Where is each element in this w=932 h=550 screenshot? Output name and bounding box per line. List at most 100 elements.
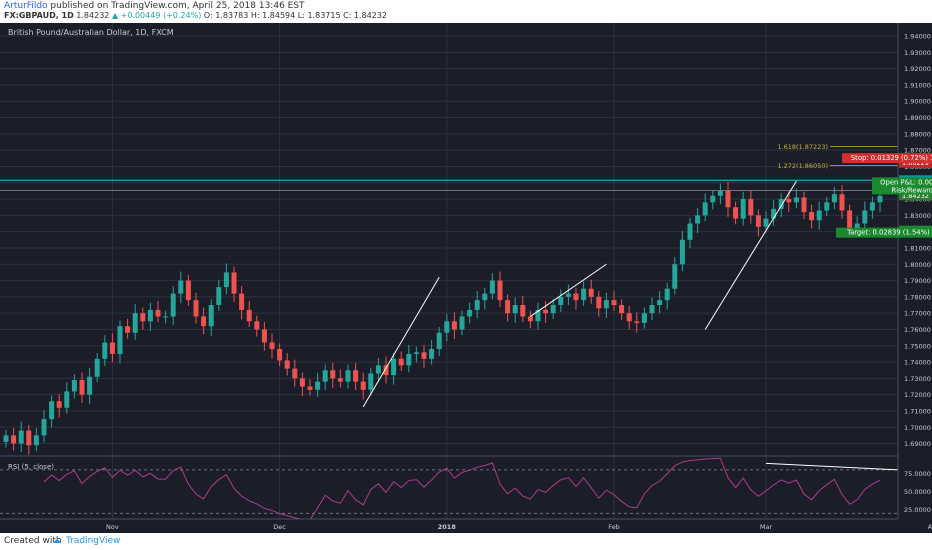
- price-change: ▲ +0.00449 (+0.24%): [111, 11, 202, 20]
- pl-label-text: Risk/Reward Ratio: 2.14: [892, 186, 932, 194]
- price-tick-label: 1.78000: [904, 293, 931, 301]
- candle-body: [626, 313, 632, 322]
- candle-body: [208, 305, 214, 327]
- candle-body: [368, 373, 374, 390]
- candle-body: [740, 199, 746, 219]
- candle-body: [520, 305, 526, 317]
- candle-body: [619, 305, 625, 314]
- trend-line: [704, 180, 797, 330]
- candle-body: [64, 391, 70, 408]
- candle-body: [733, 207, 739, 219]
- candle-body: [854, 223, 860, 229]
- price-tick-label: 1.93000: [904, 49, 931, 57]
- candle-body: [801, 197, 807, 213]
- time-tick-label: 2018: [438, 523, 457, 531]
- author-link[interactable]: ArturFildo: [4, 1, 48, 11]
- candle-body: [565, 293, 571, 297]
- candle-body: [239, 293, 245, 310]
- candle-body: [284, 360, 290, 369]
- candle-body: [201, 316, 207, 327]
- candle-body: [322, 370, 328, 382]
- candle-body: [573, 293, 579, 301]
- candle-body: [641, 313, 647, 323]
- candle-body: [634, 321, 640, 323]
- candle-body: [413, 352, 419, 354]
- candle-body: [786, 199, 792, 203]
- candle-body: [299, 378, 305, 387]
- candle-body: [292, 368, 298, 379]
- candle-body: [664, 288, 670, 301]
- stop-label-box: [842, 153, 932, 164]
- rsi-tick-label: 50.0000: [904, 488, 931, 496]
- candle-body: [170, 293, 176, 317]
- candle-body: [246, 309, 252, 322]
- candle-body: [603, 300, 609, 309]
- candle-body: [185, 280, 191, 301]
- candle-body: [869, 202, 875, 211]
- candle-body: [505, 300, 511, 314]
- tradingview-brand[interactable]: TradingView: [66, 536, 121, 546]
- candles: [3, 181, 883, 455]
- candle-body: [474, 300, 480, 310]
- price-tag-label: 1.86229: [902, 159, 929, 167]
- rsi-tick-label: 25.0000: [904, 506, 931, 514]
- candle-body: [102, 342, 108, 359]
- price-tick-label: 1.79000: [904, 277, 931, 285]
- candle-body: [277, 349, 283, 361]
- candle-body: [231, 272, 237, 294]
- candle-body: [41, 419, 47, 436]
- candle-body: [216, 287, 222, 306]
- candle-body: [375, 365, 381, 374]
- candle-body: [816, 210, 822, 221]
- price-tick-label: 1.69000: [904, 440, 931, 448]
- chart-canvas[interactable]: 1.69000 1.70000 1.71000 1.72000 1.73000 1.740…: [0, 23, 932, 533]
- candle-body: [489, 280, 495, 294]
- chart-background: [0, 23, 932, 533]
- candle-body: [451, 321, 457, 330]
- candle-body: [33, 435, 39, 446]
- time-axis[interactable]: NovDec2018FebMarAprMayJunJulAugSepOc: [0, 518, 932, 533]
- tradingview-logo-icon[interactable]: ☁: [52, 536, 61, 546]
- candle-body: [87, 376, 93, 395]
- time-tick-label: Feb: [608, 523, 620, 531]
- candle-body: [261, 329, 267, 343]
- candle-body: [702, 202, 708, 216]
- candle-body: [140, 313, 146, 322]
- trend-lines[interactable]: [362, 180, 797, 408]
- candle-body: [11, 435, 17, 444]
- publish-line: ArturFildo published on TradingView.com,…: [4, 1, 305, 11]
- trend-line: [530, 263, 607, 317]
- footer-bar: Created with ☁ TradingView: [0, 533, 932, 550]
- price-tick-label: 1.74000: [904, 359, 931, 367]
- candle-body: [695, 215, 701, 224]
- candle-body: [710, 195, 716, 203]
- price-tick-label: 1.88000: [904, 130, 931, 138]
- candle-body: [109, 342, 115, 354]
- chart-title: British Pound/Australian Dollar, 1D, FXC…: [8, 28, 174, 37]
- candle-body: [71, 380, 77, 392]
- candle-body: [877, 195, 883, 203]
- price-axis[interactable]: 1.69000 1.70000 1.71000 1.72000 1.73000 1.740…: [897, 23, 932, 519]
- price-tick-label: 1.73000: [904, 375, 931, 383]
- candle-body: [223, 272, 229, 288]
- price-tick-label: 1.90000: [904, 98, 931, 106]
- candle-body: [687, 223, 693, 240]
- candle-body: [793, 197, 799, 203]
- candle-body: [56, 401, 62, 408]
- rsi-pane: [0, 455, 932, 521]
- annotations: 1.618(1.87223) 1.272(1.86050) Stop: 0.0132…: [777, 143, 932, 238]
- candle-body: [535, 309, 541, 322]
- candle-body: [839, 194, 845, 211]
- last-price: 1.84232: [76, 11, 110, 20]
- candle-body: [725, 190, 731, 208]
- candle-body: [337, 378, 343, 382]
- candle-body: [360, 381, 366, 390]
- price-tick-label: 1.76000: [904, 326, 931, 334]
- candle-body: [330, 370, 336, 379]
- candle-body: [755, 215, 761, 227]
- candle-body: [581, 288, 587, 301]
- candle-body: [117, 326, 123, 354]
- time-tick-label: Nov: [106, 523, 119, 531]
- fib-label: 1.618(1.87223): [777, 143, 828, 151]
- candle-body: [649, 305, 655, 314]
